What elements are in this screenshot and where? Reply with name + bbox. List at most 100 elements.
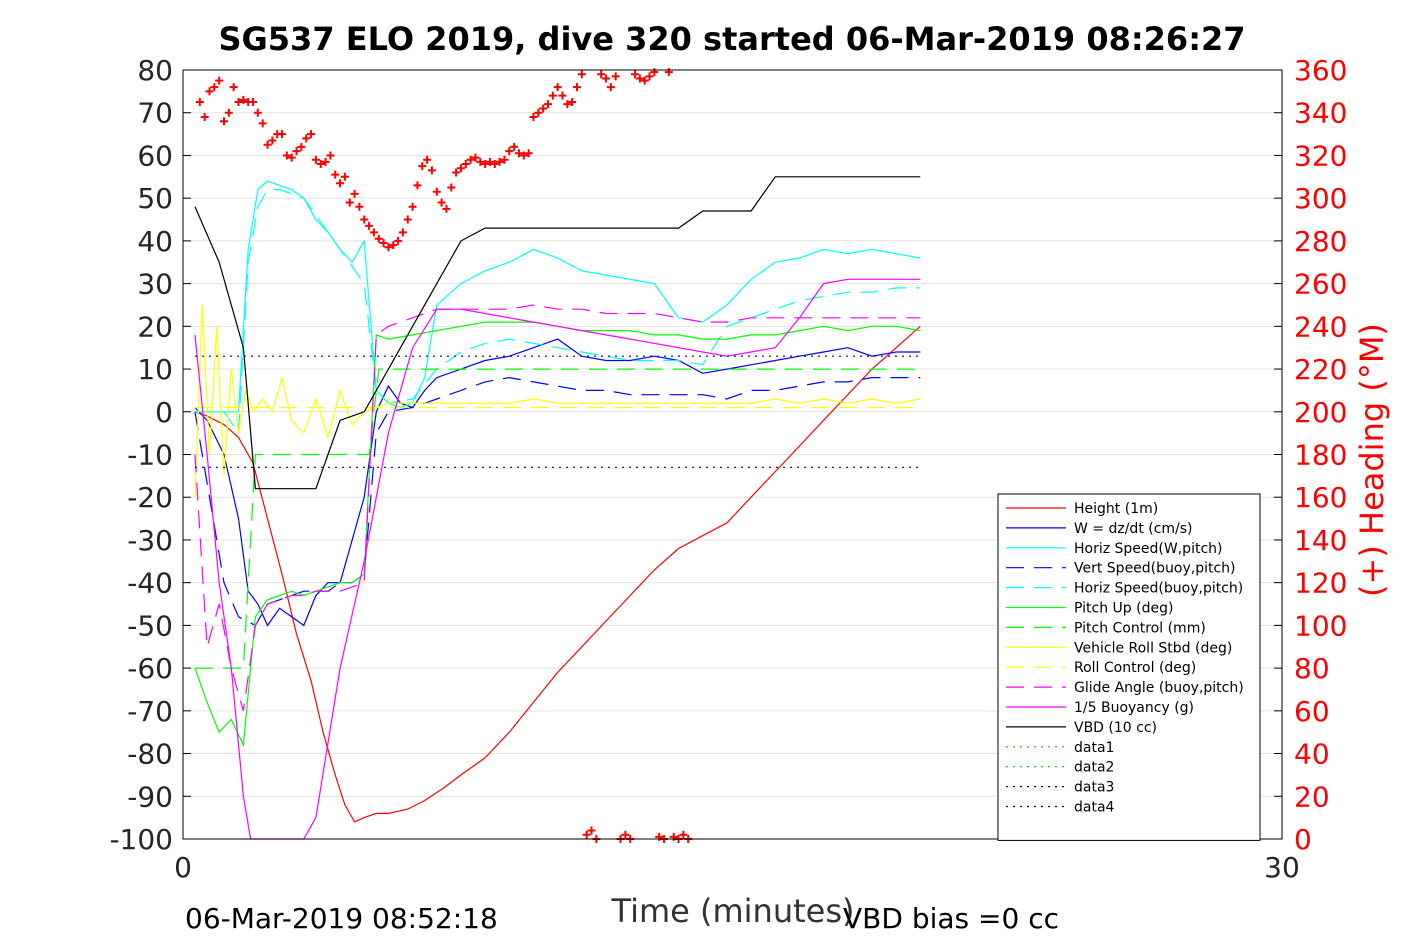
- heading-layer: [196, 68, 693, 843]
- heading-marker: [539, 104, 548, 113]
- y2-tick-label: 100: [1294, 609, 1347, 642]
- heading-marker: [635, 74, 644, 83]
- heading-marker: [577, 70, 586, 79]
- heading-marker: [234, 98, 243, 107]
- heading-marker: [679, 830, 688, 839]
- heading-marker: [442, 204, 451, 213]
- heading-marker: [645, 72, 654, 81]
- legend-label: Height (1m): [1074, 501, 1158, 517]
- heading-marker: [258, 119, 267, 128]
- heading-marker: [529, 112, 538, 121]
- x-tick-label: 0: [174, 851, 192, 884]
- heading-marker: [215, 76, 224, 85]
- x-axis: 0 30: [174, 831, 1300, 884]
- heading-marker: [553, 83, 562, 92]
- y2-tick-label: 340: [1294, 97, 1347, 130]
- legend: Height (1m) W = dz/dt (cm/s) Horiz Speed(W…: [997, 493, 1261, 841]
- heading-marker: [369, 228, 378, 237]
- heading-marker: [224, 108, 233, 117]
- heading-marker: [524, 149, 533, 158]
- heading-marker: [360, 215, 369, 224]
- heading-marker: [350, 189, 359, 198]
- heading-marker: [331, 170, 340, 179]
- heading-marker: [447, 183, 456, 192]
- heading-marker: [210, 83, 219, 92]
- heading-marker: [389, 241, 398, 250]
- y-tick-label: -30: [127, 524, 173, 557]
- heading-marker: [640, 76, 649, 85]
- y-tick-label: -60: [127, 652, 173, 685]
- heading-marker: [355, 202, 364, 211]
- heading-marker: [587, 826, 596, 835]
- y2-tick-label: 360: [1294, 54, 1347, 87]
- heading-marker: [379, 239, 388, 248]
- heading-marker: [452, 168, 461, 177]
- series-line: [194, 176, 921, 490]
- heading-marker: [249, 98, 258, 107]
- heading-marker: [490, 159, 499, 168]
- x-tick-label: 30: [1264, 851, 1300, 884]
- heading-marker: [437, 198, 446, 207]
- y2-tick-label: 40: [1294, 738, 1330, 771]
- legend-label: W = dz/dt (cm/s): [1074, 521, 1193, 537]
- heading-marker: [568, 98, 577, 107]
- y-axis-right: 3603403203002802602402202001801601401201…: [1274, 54, 1347, 856]
- y-tick-label: 70: [137, 97, 173, 130]
- heading-marker: [495, 157, 504, 166]
- y-tick-label: -70: [127, 695, 173, 728]
- y-axis-left: 80 70 60 50 40 30 20 10 0 -10 -20 -30 -40 -50 -60 -70 -8…: [109, 54, 191, 856]
- heading-marker: [631, 70, 640, 79]
- y-tick-label: 30: [137, 268, 173, 301]
- heading-marker: [307, 130, 316, 139]
- heading-marker: [205, 87, 214, 96]
- heading-marker: [611, 72, 620, 81]
- y-tick-label: 0: [155, 396, 173, 429]
- heading-marker: [239, 95, 248, 104]
- y-tick-label: 60: [137, 139, 173, 172]
- heading-marker: [471, 153, 480, 162]
- y2-tick-label: 220: [1294, 353, 1347, 386]
- series-line: [195, 189, 921, 435]
- heading-marker: [573, 83, 582, 92]
- y2-tick-label: 160: [1294, 481, 1347, 514]
- series-line: [194, 376, 921, 627]
- heading-marker: [297, 142, 306, 151]
- heading-marker: [476, 157, 485, 166]
- y2-tick-label: 320: [1294, 139, 1347, 172]
- heading-marker: [302, 134, 311, 143]
- heading-marker: [466, 155, 475, 164]
- heading-marker: [384, 243, 393, 252]
- heading-marker: [543, 100, 552, 109]
- legend-label: Glide Angle (buoy,pitch): [1074, 680, 1244, 696]
- heading-marker: [408, 202, 417, 211]
- heading-marker: [602, 74, 611, 83]
- heading-marker: [519, 151, 528, 160]
- y2-tick-label: 200: [1294, 396, 1347, 429]
- y-tick-label: 40: [137, 225, 173, 258]
- chart-title: SG537 ELO 2019, dive 320 started 06-Mar-…: [218, 20, 1245, 58]
- heading-marker: [394, 236, 403, 245]
- heading-marker: [481, 159, 490, 168]
- heading-marker: [374, 234, 383, 243]
- legend-label: Horiz Speed(W,pitch): [1074, 541, 1222, 557]
- heading-marker: [326, 151, 335, 160]
- y-tick-label: -40: [127, 567, 173, 600]
- legend-label: data2: [1074, 760, 1114, 776]
- heading-marker: [500, 155, 509, 164]
- heading-marker: [423, 155, 432, 164]
- heading-marker: [287, 153, 296, 162]
- heading-marker: [461, 159, 470, 168]
- heading-marker: [510, 142, 519, 151]
- heading-marker: [316, 159, 325, 168]
- series-line: [195, 368, 921, 669]
- heading-marker: [505, 147, 514, 156]
- legend-label: VBD (10 cc): [1074, 720, 1157, 736]
- y-tick-label: -80: [127, 738, 173, 771]
- heading-marker: [597, 70, 606, 79]
- heading-marker: [427, 166, 436, 175]
- y-tick-label: -90: [127, 780, 173, 813]
- heading-marker: [432, 187, 441, 196]
- heading-marker: [655, 832, 664, 841]
- legend-label: Roll Control (deg): [1074, 660, 1196, 676]
- heading-marker: [563, 100, 572, 109]
